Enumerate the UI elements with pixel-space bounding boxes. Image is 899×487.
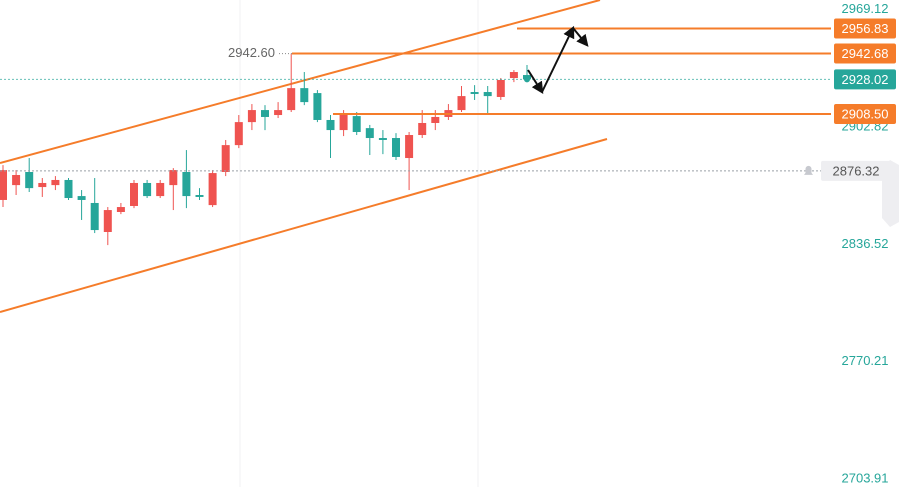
candle-body — [496, 79, 505, 97]
candle-body — [405, 135, 414, 159]
candle-body — [221, 145, 230, 173]
arrow — [541, 25, 575, 93]
candle-body — [418, 122, 427, 136]
candle-body — [12, 175, 21, 186]
candle-body — [470, 92, 479, 94]
channel-upper — [0, 0, 601, 164]
arrow — [572, 27, 589, 47]
candle-body — [287, 88, 296, 111]
alert-icon — [804, 165, 813, 175]
candle-body — [234, 122, 243, 146]
candle-body — [457, 96, 466, 111]
candle-body — [509, 72, 518, 79]
last-price-dot — [524, 76, 530, 83]
candle-body — [326, 119, 335, 131]
price-line-label: 2908.50 — [842, 106, 889, 121]
candle-body — [483, 92, 492, 97]
candle-body — [130, 182, 138, 206]
price-line-box — [834, 103, 896, 124]
candle-body — [261, 110, 269, 117]
price-line-box — [834, 18, 896, 39]
alert-label-box — [821, 160, 891, 181]
candle-body — [64, 179, 73, 199]
candle-body — [352, 116, 361, 133]
arrow — [527, 69, 544, 95]
y-tick-label: 2836.52 — [842, 236, 889, 251]
candle-body — [0, 170, 7, 200]
candle-body — [247, 110, 256, 123]
candle-body — [156, 182, 165, 197]
candle-body — [116, 207, 125, 213]
channel-lower — [0, 138, 608, 313]
current-price-box — [834, 69, 896, 90]
candle-body — [274, 110, 283, 116]
drawings — [0, 0, 608, 313]
candle-body — [300, 88, 309, 103]
candle-body — [313, 93, 322, 120]
candle-body — [208, 173, 217, 206]
alert-label: 2876.32 — [833, 163, 880, 178]
candle-body — [25, 172, 34, 189]
candle-body — [339, 113, 348, 131]
current-price-label: 2928.02 — [842, 72, 889, 87]
candle-body — [182, 172, 191, 197]
candle-body — [90, 202, 99, 231]
price-line-box — [834, 43, 896, 64]
high-marker-label: 2942.60 — [228, 45, 275, 60]
candle-body — [38, 182, 47, 188]
vertical-grid — [239, 0, 479, 487]
candle-body — [392, 138, 400, 157]
candle-body — [51, 179, 60, 186]
candle-body — [169, 170, 178, 186]
candle-body — [77, 196, 86, 200]
candle-body — [143, 182, 152, 197]
price-line-label: 2942.68 — [842, 46, 889, 61]
y-tick-label: 2770.21 — [842, 353, 889, 368]
y-tick-label: 2969.12 — [842, 1, 889, 16]
y-tick-label: 2703.91 — [842, 470, 889, 485]
candle-body — [365, 128, 374, 139]
candle-body — [431, 116, 440, 123]
candle-body — [378, 138, 387, 140]
candle-body — [195, 195, 204, 197]
price-line-label: 2956.83 — [842, 21, 889, 36]
candle-body — [103, 210, 112, 232]
